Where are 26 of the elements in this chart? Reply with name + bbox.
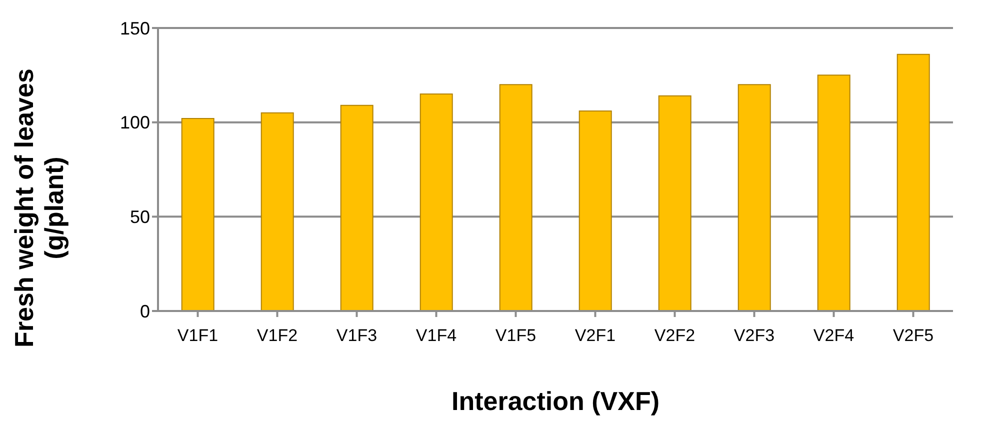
bar xyxy=(181,118,214,311)
y-tick-label: 150 xyxy=(120,18,150,38)
bar xyxy=(817,74,850,311)
y-tick-label: 100 xyxy=(120,112,150,133)
x-tick-label: V1F4 xyxy=(416,326,457,346)
y-tick-label: 50 xyxy=(130,207,150,228)
x-tick-label: V2F5 xyxy=(892,326,934,346)
x-tick-label: V1F1 xyxy=(177,326,218,346)
x-tick-label: V2F4 xyxy=(813,326,854,346)
y-axis-title: Fresh weight of leaves (g/plant) xyxy=(9,68,69,348)
bar xyxy=(578,110,612,311)
bar xyxy=(499,84,532,311)
bar xyxy=(738,84,771,311)
x-axis-title: Interaction (VXF) xyxy=(450,386,660,417)
x-tick-label: V1F2 xyxy=(256,326,298,346)
x-tick-label: V1F3 xyxy=(336,326,378,346)
x-tick-label: V1F5 xyxy=(495,326,536,346)
bar xyxy=(420,94,453,311)
bar xyxy=(340,104,374,311)
y-tick-label: 0 xyxy=(140,301,150,322)
x-tick-label: V2F1 xyxy=(574,326,616,346)
bar xyxy=(896,54,930,311)
bar xyxy=(658,95,692,311)
x-tick-label: V2F2 xyxy=(654,326,696,346)
x-tick-label: V2F3 xyxy=(734,326,775,346)
bar xyxy=(260,112,294,311)
